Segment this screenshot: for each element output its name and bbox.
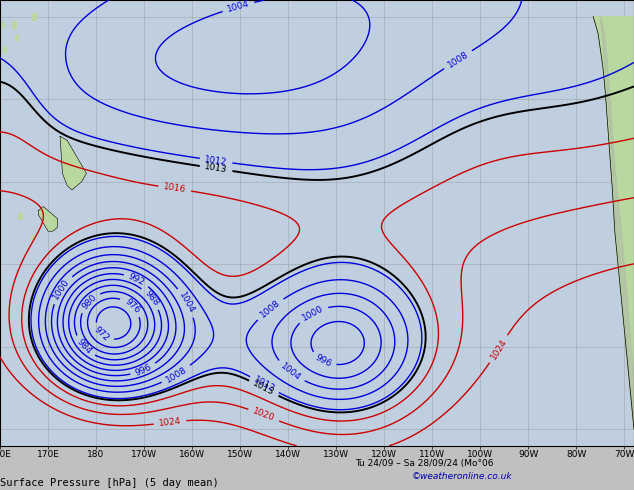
Text: 1013: 1013 bbox=[252, 379, 276, 397]
Text: 1004: 1004 bbox=[177, 291, 196, 315]
Polygon shape bbox=[39, 206, 58, 231]
Polygon shape bbox=[600, 17, 634, 429]
Polygon shape bbox=[13, 22, 16, 28]
Polygon shape bbox=[3, 47, 6, 52]
Polygon shape bbox=[60, 136, 86, 190]
Text: 980: 980 bbox=[80, 292, 98, 311]
Text: Tu 24/09 – Sa 28/09/24 (Mo°06: Tu 24/09 – Sa 28/09/24 (Mo°06 bbox=[355, 459, 493, 467]
Text: ©weatheronline.co.uk: ©weatheronline.co.uk bbox=[412, 472, 513, 481]
Text: 1000: 1000 bbox=[301, 304, 325, 322]
Text: 1004: 1004 bbox=[226, 0, 250, 14]
Polygon shape bbox=[593, 17, 634, 429]
Text: 988: 988 bbox=[143, 289, 160, 308]
Text: 1016: 1016 bbox=[163, 182, 187, 195]
Text: 1008: 1008 bbox=[446, 49, 470, 70]
Text: 996: 996 bbox=[134, 362, 153, 377]
Text: 992: 992 bbox=[127, 271, 146, 287]
Polygon shape bbox=[15, 35, 18, 40]
Text: 1012: 1012 bbox=[204, 155, 228, 167]
Text: 1013: 1013 bbox=[204, 162, 228, 175]
Polygon shape bbox=[31, 235, 34, 240]
Text: Surface Pressure [hPa] (5 day mean): Surface Pressure [hPa] (5 day mean) bbox=[0, 478, 219, 488]
Text: 996: 996 bbox=[314, 353, 333, 369]
Text: 1008: 1008 bbox=[258, 298, 282, 319]
Text: 1024: 1024 bbox=[489, 337, 508, 361]
Text: 1020: 1020 bbox=[252, 407, 276, 423]
Polygon shape bbox=[1, 23, 4, 27]
Polygon shape bbox=[18, 213, 22, 219]
Polygon shape bbox=[32, 13, 36, 20]
Text: 1004: 1004 bbox=[279, 362, 302, 383]
Text: 1008: 1008 bbox=[164, 365, 188, 384]
Text: 1024: 1024 bbox=[158, 416, 182, 428]
Text: 984: 984 bbox=[75, 338, 93, 356]
Text: 1000: 1000 bbox=[51, 277, 72, 301]
Text: 972: 972 bbox=[93, 325, 111, 343]
Text: 1012: 1012 bbox=[252, 375, 276, 394]
Text: 976: 976 bbox=[122, 296, 141, 315]
